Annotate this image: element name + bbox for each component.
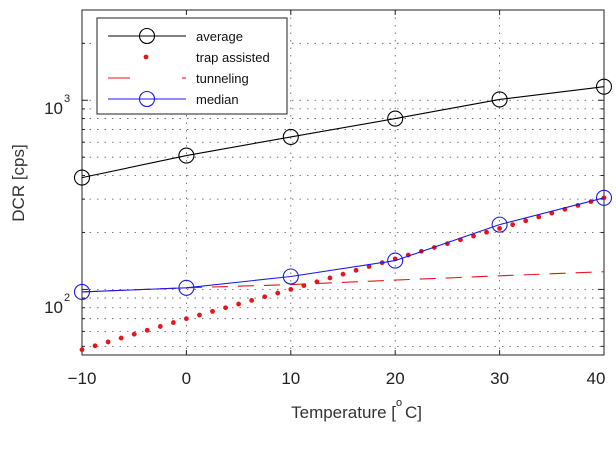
plot-frame: [81, 9, 605, 356]
x-axis-title-prefix: Temperature [: [291, 403, 396, 422]
trap-assisted-dot: [236, 301, 242, 307]
trap-assisted-dot: [536, 214, 542, 220]
x-axis-title-unit: C]: [405, 403, 422, 422]
legend-label-trap-assisted: trap assisted: [196, 50, 270, 65]
trap-assisted-dot: [510, 222, 516, 228]
trap-assisted-dot: [288, 287, 294, 292]
trap-assisted-dot: [105, 339, 111, 345]
series-line-average: [81, 86, 605, 179]
data-point-median: [73, 283, 91, 300]
trap-assisted-dot: [92, 343, 98, 349]
trap-assisted-dot: [497, 226, 502, 231]
series-line-median: [81, 197, 605, 293]
trap-assisted-dot: [340, 271, 346, 277]
trap-assisted-dot: [353, 267, 359, 273]
y-tick-exponent-100: 2: [64, 292, 70, 304]
trap-assisted-dot: [157, 324, 163, 329]
legend-marker-median: [138, 90, 156, 108]
data-point-average: [595, 78, 613, 95]
trap-assisted-dot: [184, 316, 189, 322]
y-axis-title: DCR [cps]: [9, 144, 28, 221]
trap-assisted-dot: [118, 335, 124, 341]
grid-lines: [82, 9, 604, 355]
legend-box: [96, 17, 288, 115]
x-axis-title-degree: o: [396, 397, 402, 409]
x-tick-labels: −10 0 10 20 30 40: [68, 369, 606, 388]
trap-assisted-dot: [327, 275, 333, 281]
legend-label-tunneling: tunneling: [196, 71, 249, 86]
trap-assisted-dot: [197, 312, 202, 318]
data-point-median: [282, 268, 299, 285]
legend-samples: [108, 27, 186, 108]
trap-assisted-dot: [249, 297, 255, 303]
axis-ticks: [81, 9, 605, 355]
trap-assisted-dot: [170, 320, 176, 325]
trap-assisted-dot: [210, 308, 215, 314]
legend-sample-trap-assisted: [143, 54, 149, 60]
data-point-average: [282, 128, 299, 145]
series-median: [73, 189, 613, 300]
legend-label-average: average: [196, 29, 243, 44]
y-tick-label-100: 10: [44, 298, 63, 317]
series-layer: [73, 78, 613, 353]
data-point-median: [491, 216, 508, 233]
legend-label-median: median: [196, 92, 239, 107]
y-tick-exponent-1000: 3: [64, 93, 70, 105]
legend: average trap assisted tunneling median: [96, 17, 288, 115]
data-point-average: [387, 110, 404, 127]
trap-assisted-dot: [131, 331, 137, 337]
x-axis-title: Temperature [ o C]: [291, 397, 422, 422]
trap-assisted-dot: [144, 327, 150, 333]
legend-marker-average: [138, 27, 156, 45]
x-tick-label: 30: [490, 369, 509, 388]
series-trap-assisted: [79, 195, 607, 353]
data-point-median: [595, 189, 613, 206]
x-tick-label: −10: [68, 369, 97, 388]
series-average: [73, 78, 613, 186]
trap-assisted-dot: [523, 218, 529, 224]
trap-assisted-dot: [79, 347, 85, 353]
x-tick-label: 10: [281, 369, 300, 388]
data-point-median: [178, 279, 195, 296]
data-point-average: [491, 91, 508, 108]
trap-assisted-dot: [484, 229, 489, 235]
trap-assisted-dot: [262, 294, 268, 300]
x-tick-label: 40: [587, 369, 606, 388]
x-tick-label: 20: [386, 369, 405, 388]
trap-assisted-dot: [275, 290, 281, 296]
trap-assisted-dot: [471, 233, 476, 239]
y-tick-labels: 10 2 10 3: [44, 93, 70, 317]
data-point-median: [387, 252, 404, 269]
x-tick-label: 0: [182, 369, 191, 388]
y-tick-label-1000: 10: [44, 99, 63, 118]
trap-assisted-dot: [223, 305, 228, 311]
data-point-average: [178, 147, 195, 164]
data-point-average: [73, 169, 91, 186]
